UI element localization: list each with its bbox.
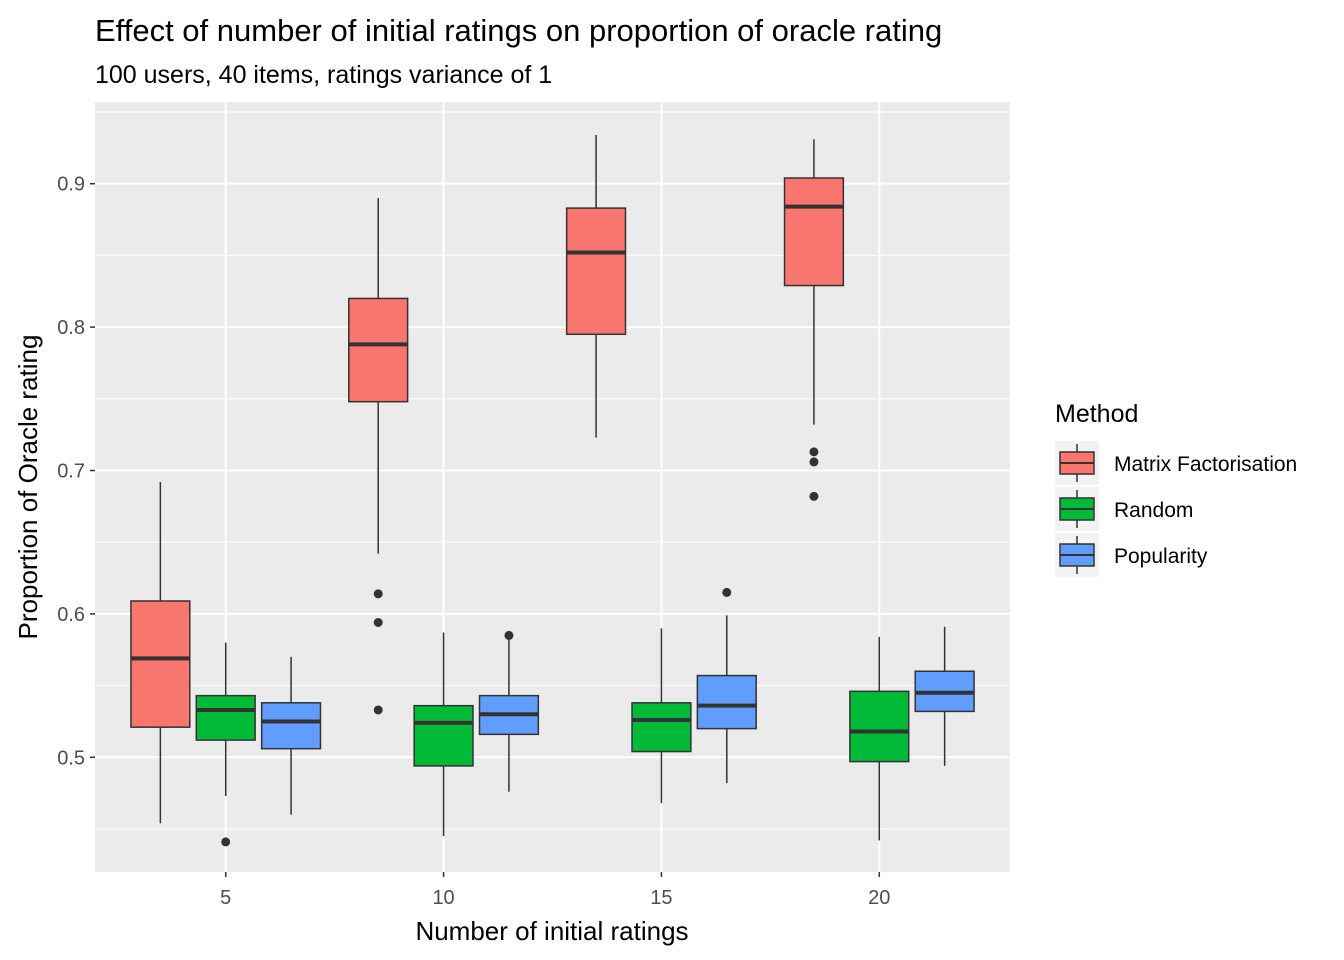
- legend-item: Popularity: [1055, 533, 1208, 577]
- outlier-point: [809, 457, 819, 467]
- box-iqr: [413, 704, 474, 767]
- boxplot: [195, 642, 256, 847]
- axis-layer: 0.5 0.6 0.7 0.8 0.9 5 10 15 20: [57, 174, 890, 909]
- box-iqr: [130, 600, 191, 728]
- box-iqr: [565, 207, 627, 336]
- boxplot: [260, 656, 322, 815]
- boxplot: [631, 628, 692, 804]
- legend-label: Matrix Factorisation: [1114, 453, 1297, 476]
- box-layer: [130, 134, 975, 847]
- box-iqr: [348, 297, 409, 403]
- outlier-point: [809, 491, 819, 501]
- outlier-point: [504, 630, 514, 640]
- outlier-point: [722, 587, 732, 597]
- boxplot: [478, 630, 540, 792]
- y-tick-label: 0.8: [57, 317, 85, 339]
- x-tick-label: 5: [220, 887, 231, 909]
- box-iqr: [696, 674, 757, 730]
- boxplot: [565, 134, 627, 438]
- x-tick-label: 20: [868, 887, 890, 909]
- box-iqr: [195, 694, 256, 741]
- boxplot: [849, 636, 910, 841]
- legend-item: Matrix Factorisation: [1055, 441, 1297, 485]
- x-axis-title: Number of initial ratings: [415, 916, 688, 946]
- y-tick-label: 0.7: [57, 461, 85, 483]
- chart-subtitle: 100 users, 40 items, ratings variance of…: [95, 61, 552, 89]
- y-tick-label: 0.5: [57, 747, 85, 769]
- legend-title: Method: [1055, 400, 1138, 428]
- boxplot: [413, 632, 474, 837]
- box-iqr: [849, 690, 910, 763]
- legend: Method Matrix Factorisation Random Popular…: [1055, 400, 1297, 577]
- box-iqr: [783, 177, 845, 287]
- box-iqr: [631, 702, 692, 753]
- outlier-point: [809, 447, 819, 457]
- boxplot: [783, 139, 845, 501]
- x-tick-label: 15: [650, 887, 672, 909]
- legend-label: Popularity: [1114, 545, 1208, 568]
- legend-label: Random: [1114, 499, 1193, 522]
- outlier-point: [373, 618, 383, 628]
- boxplot: [348, 198, 409, 715]
- chart-title: Effect of number of initial ratings on p…: [95, 13, 942, 48]
- x-tick-label: 10: [432, 887, 454, 909]
- outlier-point: [221, 837, 231, 847]
- boxplot: [130, 481, 191, 824]
- boxplot: [914, 626, 975, 766]
- legend-item: Random: [1055, 487, 1193, 531]
- grid-layer: [95, 102, 1010, 872]
- boxplot: [696, 587, 757, 784]
- y-tick-label: 0.6: [57, 604, 85, 626]
- box-iqr: [260, 702, 322, 750]
- legend-items: Matrix Factorisation Random Popularity: [1055, 441, 1297, 577]
- outlier-point: [373, 589, 383, 599]
- y-tick-label: 0.9: [57, 174, 85, 196]
- outlier-point: [373, 705, 383, 715]
- y-axis-title: Proportion of Oracle rating: [13, 335, 43, 640]
